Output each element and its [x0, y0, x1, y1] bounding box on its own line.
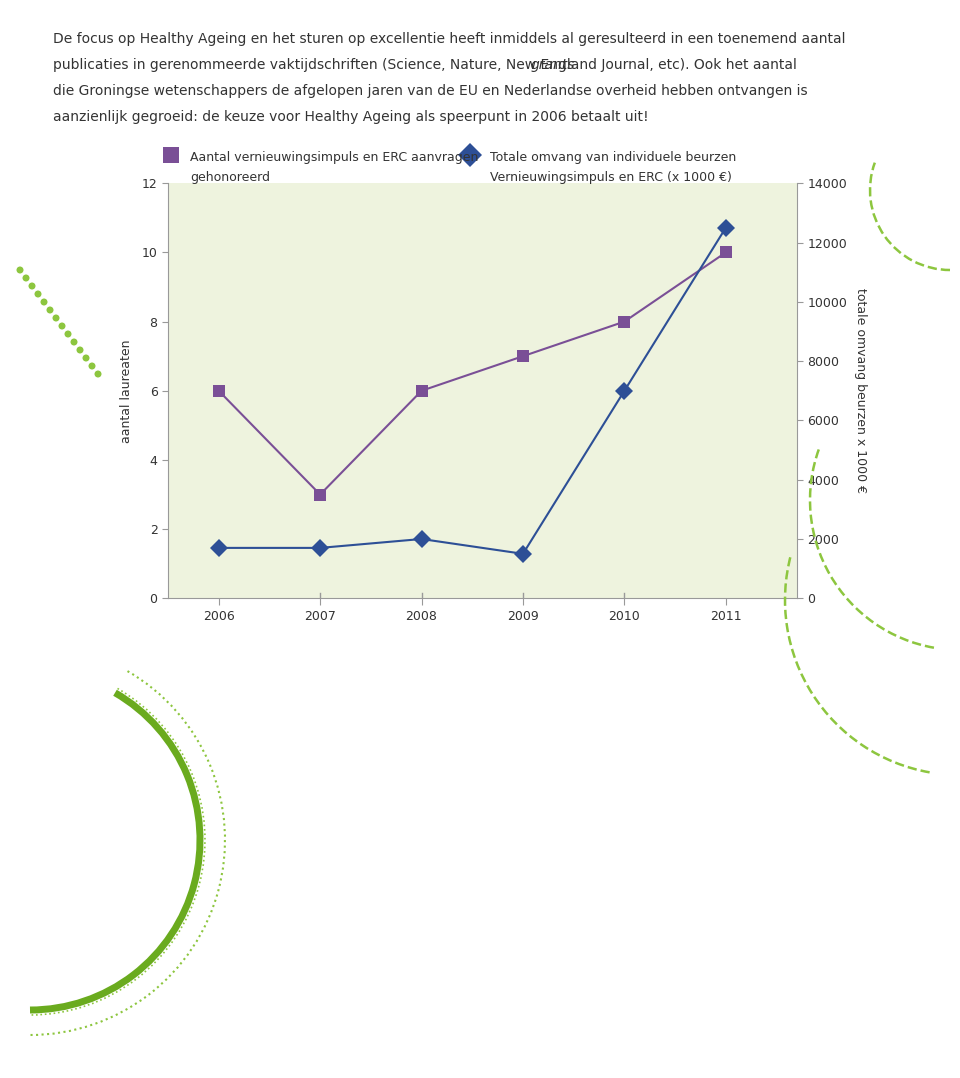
Circle shape	[83, 355, 89, 361]
Text: grants: grants	[531, 58, 575, 72]
Circle shape	[77, 346, 84, 354]
Text: die Groningse wetenschappers de afgelopen jaren van de EU en Nederlandse overhei: die Groningse wetenschappers de afgelope…	[53, 84, 807, 98]
Y-axis label: totale omvang beurzen x 1000 €: totale omvang beurzen x 1000 €	[853, 288, 867, 494]
Circle shape	[16, 266, 23, 274]
Text: Aantal vernieuwingsimpuls en ERC aanvragen: Aantal vernieuwingsimpuls en ERC aanvrag…	[190, 151, 478, 164]
Text: publicaties in gerenommeerde vaktijdschriften (Science, Nature, New England Jour: publicaties in gerenommeerde vaktijdschr…	[53, 58, 801, 72]
Circle shape	[70, 338, 78, 346]
Text: aanzienlijk gegroeid: de keuze voor Healthy Ageing als speerpunt in 2006 betaalt: aanzienlijk gegroeid: de keuze voor Heal…	[53, 110, 648, 124]
Text: gehonoreerd: gehonoreerd	[190, 171, 270, 184]
Text: Vernieuwingsimpuls en ERC (x 1000 €): Vernieuwingsimpuls en ERC (x 1000 €)	[490, 171, 732, 184]
Circle shape	[35, 290, 41, 298]
Y-axis label: aantal laureaten: aantal laureaten	[120, 338, 133, 443]
Circle shape	[88, 362, 95, 370]
Circle shape	[22, 275, 30, 281]
Text: Totale omvang van individuele beurzen: Totale omvang van individuele beurzen	[490, 151, 736, 164]
Circle shape	[46, 306, 54, 314]
Text: De focus op Healthy Ageing en het sturen op excellentie heeft inmiddels al geres: De focus op Healthy Ageing en het sturen…	[53, 32, 846, 46]
Circle shape	[53, 315, 60, 321]
Circle shape	[94, 371, 102, 377]
Circle shape	[29, 282, 36, 290]
Circle shape	[64, 331, 71, 337]
Circle shape	[59, 322, 65, 330]
Circle shape	[40, 299, 47, 305]
